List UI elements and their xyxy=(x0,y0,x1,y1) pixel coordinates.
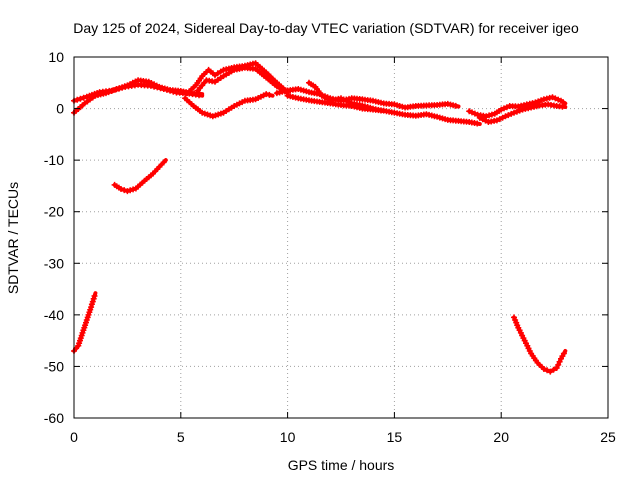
x-tick-label: 25 xyxy=(600,429,616,445)
data-point xyxy=(516,107,523,114)
data-point xyxy=(544,367,551,374)
data-point xyxy=(119,84,126,91)
axis-ticks: 0 5 10 15 20 25 10 0 -10 -20 -30 -40 -50 -60 xyxy=(44,49,616,445)
data-point xyxy=(552,95,559,102)
data-point xyxy=(121,187,128,194)
y-tick-label: 0 xyxy=(56,101,64,117)
data-point xyxy=(501,105,507,112)
y-tick-label: -30 xyxy=(44,255,64,271)
data-point xyxy=(511,109,517,116)
data-point xyxy=(124,188,131,195)
y-tick-label: -20 xyxy=(44,204,64,220)
x-tick-label: 20 xyxy=(493,429,509,445)
data-point xyxy=(90,295,97,302)
data-point xyxy=(74,96,81,103)
data-point xyxy=(502,113,509,120)
data-point xyxy=(167,87,174,94)
data-point xyxy=(147,82,154,89)
data-point xyxy=(532,99,539,106)
data-point xyxy=(547,368,554,375)
data-point xyxy=(503,104,510,111)
data-point xyxy=(471,110,478,117)
data-point xyxy=(157,85,164,92)
data-point xyxy=(378,107,384,114)
data-point xyxy=(263,91,270,98)
data-point xyxy=(540,366,547,372)
data-point xyxy=(109,87,116,94)
data-point xyxy=(160,86,167,92)
data-point xyxy=(474,120,481,127)
data-point xyxy=(508,110,515,117)
data-point xyxy=(118,186,124,192)
data-point xyxy=(89,298,96,305)
data-point xyxy=(538,97,545,104)
data-point xyxy=(466,108,473,115)
y-tick-label: -60 xyxy=(44,410,64,426)
x-tick-label: 15 xyxy=(387,429,403,445)
x-tick-label: 5 xyxy=(177,429,185,445)
data-point xyxy=(266,91,273,98)
data-point xyxy=(115,85,122,92)
data-point xyxy=(127,187,134,194)
data-point xyxy=(469,109,475,116)
y-tick-label: 10 xyxy=(48,49,64,65)
y-tick-label: -10 xyxy=(44,152,64,168)
data-point xyxy=(513,108,520,115)
data-point xyxy=(556,358,563,365)
data-layer xyxy=(71,60,568,375)
chart-title: Day 125 of 2024, Sidereal Day-to-day VTE… xyxy=(73,20,579,36)
plot-frame xyxy=(73,56,609,419)
data-point xyxy=(130,186,137,193)
data-point xyxy=(505,112,512,119)
data-point xyxy=(163,86,170,93)
data-point xyxy=(488,111,495,118)
data-point xyxy=(560,350,567,357)
x-axis-label: GPS time / hours xyxy=(288,457,395,473)
data-point xyxy=(486,112,493,119)
data-point xyxy=(452,102,459,109)
data-point xyxy=(549,94,556,101)
data-point xyxy=(555,361,562,368)
data-point xyxy=(553,365,560,371)
data-point xyxy=(535,98,542,105)
data-point xyxy=(88,304,95,311)
data-point xyxy=(555,96,562,103)
data-point xyxy=(91,293,98,299)
y-tick-label: -40 xyxy=(44,307,64,323)
data-point xyxy=(160,159,167,166)
data-point xyxy=(154,84,161,91)
x-tick-label: 0 xyxy=(70,429,78,445)
data-point xyxy=(77,95,84,102)
data-point xyxy=(170,88,177,95)
data-point xyxy=(112,86,119,93)
data-point xyxy=(550,366,557,373)
data-point xyxy=(196,92,202,99)
data-point xyxy=(80,94,87,101)
y-tick-label: -50 xyxy=(44,358,64,374)
y-axis-label: SDTVAR / TECUs xyxy=(5,182,21,294)
x-tick-label: 10 xyxy=(280,429,296,445)
data-point xyxy=(559,103,566,110)
data-point xyxy=(498,106,505,113)
